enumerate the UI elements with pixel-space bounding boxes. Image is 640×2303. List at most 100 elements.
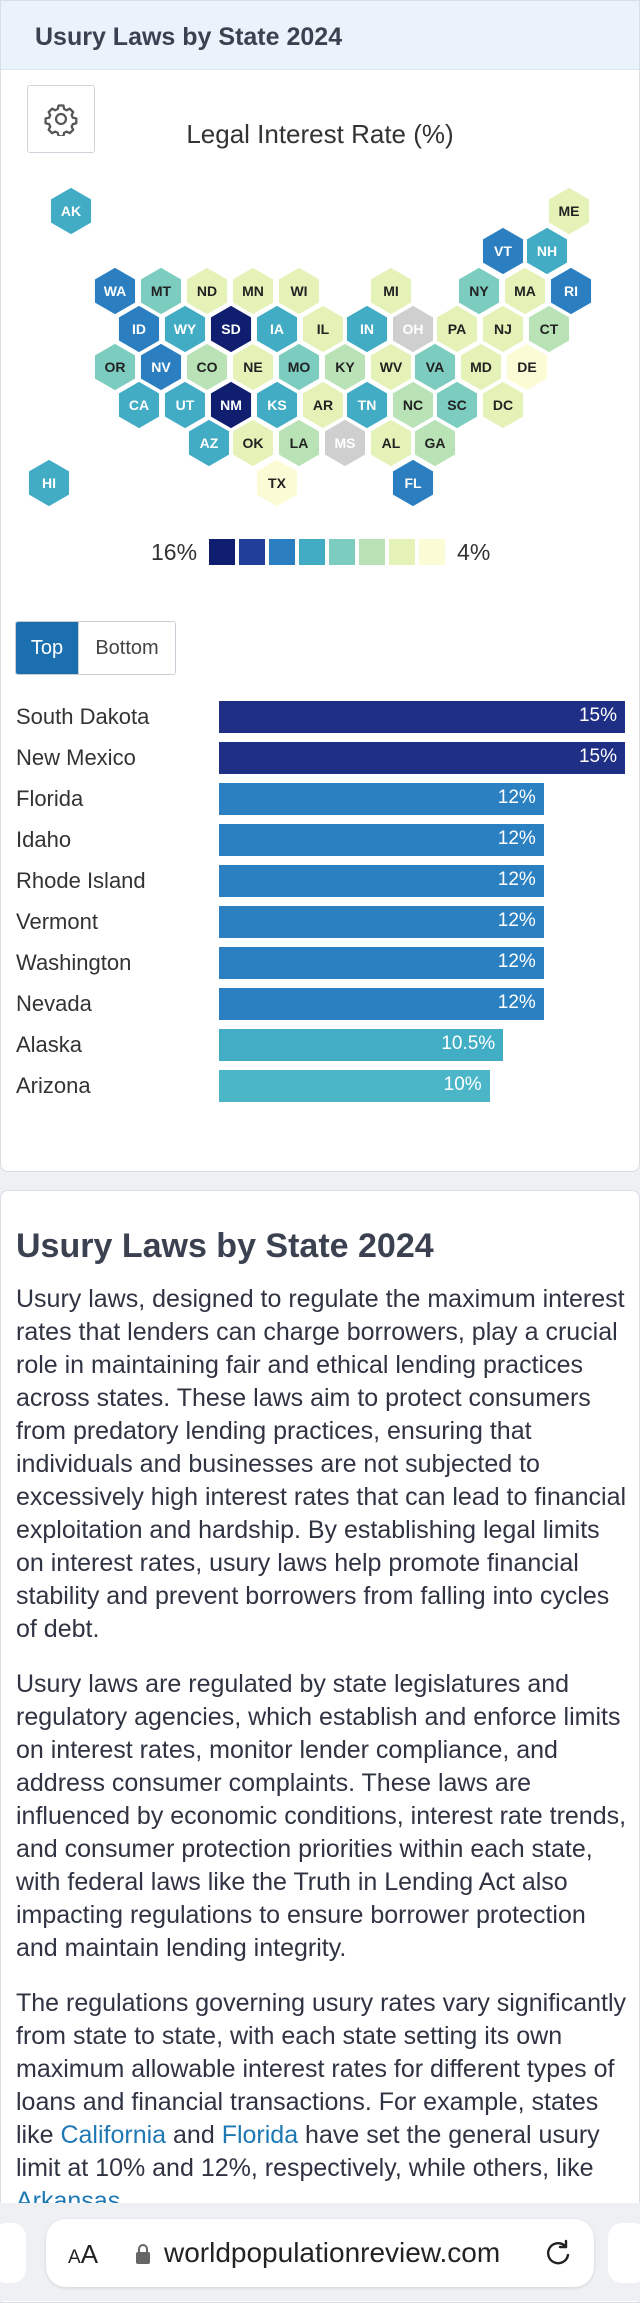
state-hex-wy[interactable]: WY [163, 304, 207, 354]
settings-button[interactable] [27, 85, 95, 153]
state-hex-ky[interactable]: KY [323, 342, 367, 392]
state-hex-ok[interactable]: OK [231, 418, 275, 468]
state-hex-az[interactable]: AZ [187, 418, 231, 468]
state-hex-nm[interactable]: NM [209, 380, 253, 430]
state-hex-ar[interactable]: AR [301, 380, 345, 430]
state-hex-oh[interactable]: OH [391, 304, 435, 354]
state-hex-ga[interactable]: GA [413, 418, 457, 468]
state-hex-ne[interactable]: NE [231, 342, 275, 392]
bar-row[interactable]: Nevada 12% [1, 985, 640, 1026]
state-hex-co[interactable]: CO [185, 342, 229, 392]
bar: 12% [219, 906, 544, 938]
link-california[interactable]: California [60, 2121, 167, 2149]
bar-value-label: 12% [497, 910, 536, 931]
paragraph-3-text-b: and [166, 2121, 222, 2149]
reload-icon[interactable] [542, 2237, 574, 2269]
state-label: NJ [494, 321, 512, 337]
state-label: AL [382, 435, 401, 451]
state-hex-mt[interactable]: MT [139, 266, 183, 316]
bar-row[interactable]: New Mexico 15% [1, 739, 640, 780]
state-hex-ut[interactable]: UT [163, 380, 207, 430]
state-hex-ct[interactable]: CT [527, 304, 571, 354]
state-hex-or[interactable]: OR [93, 342, 137, 392]
bar-row[interactable]: Washington 12% [1, 944, 640, 985]
state-label: MT [151, 283, 172, 299]
state-hex-nv[interactable]: NV [139, 342, 183, 392]
state-label: ID [132, 321, 146, 337]
bar-row[interactable]: Alaska 10.5% [1, 1026, 640, 1067]
state-hex-pa[interactable]: PA [435, 304, 479, 354]
address-bar[interactable]: AA worldpopulationreview.com [46, 2219, 594, 2287]
paragraph-2: Usury laws are regulated by state legisl… [16, 1670, 627, 1962]
state-hex-ri[interactable]: RI [549, 266, 593, 316]
state-hex-tn[interactable]: TN [345, 380, 389, 430]
state-hex-mo[interactable]: MO [277, 342, 321, 392]
paragraph-3-text-c: have set the general usury limit at 10% … [16, 2121, 600, 2182]
state-hex-ca[interactable]: CA [117, 380, 161, 430]
bar-row[interactable]: South Dakota 15% [1, 698, 640, 739]
next-tab-peek[interactable] [608, 2223, 640, 2283]
state-hex-nc[interactable]: NC [391, 380, 435, 430]
previous-tab-peek[interactable] [0, 2223, 26, 2283]
tab-top[interactable]: Top [16, 622, 78, 674]
state-hex-tx[interactable]: TX [255, 458, 299, 508]
state-hex-sd[interactable]: SD [209, 304, 253, 354]
bar-row[interactable]: Arizona 10% [1, 1067, 640, 1108]
state-hex-ma[interactable]: MA [503, 266, 547, 316]
state-label: NC [403, 397, 423, 413]
state-label: UT [176, 397, 195, 413]
state-hex-id[interactable]: ID [117, 304, 161, 354]
state-hex-ia[interactable]: IA [255, 304, 299, 354]
state-label: VT [494, 243, 512, 259]
state-hex-il[interactable]: IL [301, 304, 345, 354]
state-hex-ak[interactable]: AK [49, 186, 93, 236]
state-hex-dc[interactable]: DC [481, 380, 525, 430]
state-hex-wa[interactable]: WA [93, 266, 137, 316]
state-label: DC [493, 397, 513, 413]
bar-row[interactable]: Vermont 12% [1, 903, 640, 944]
state-hex-mn[interactable]: MN [231, 266, 275, 316]
state-hex-wv[interactable]: WV [369, 342, 413, 392]
tab-bottom[interactable]: Bottom [78, 622, 175, 674]
state-hex-me[interactable]: ME [547, 186, 591, 236]
bar-row[interactable]: Rhode Island 12% [1, 862, 640, 903]
bar-row[interactable]: Idaho 12% [1, 821, 640, 862]
state-hex-nd[interactable]: ND [185, 266, 229, 316]
state-hex-md[interactable]: MD [459, 342, 503, 392]
state-label: SD [221, 321, 240, 337]
state-hex-wi[interactable]: WI [277, 266, 321, 316]
text-size-button[interactable]: AA [68, 2239, 99, 2269]
link-florida[interactable]: Florida [221, 2121, 299, 2149]
article-body: Usury laws, designed to regulate the max… [16, 1283, 628, 2240]
state-hex-mi[interactable]: MI [369, 266, 413, 316]
state-label: MA [514, 283, 536, 299]
state-hex-ny[interactable]: NY [457, 266, 501, 316]
state-hex-nh[interactable]: NH [525, 226, 569, 276]
bar-value-label: 10% [443, 1074, 482, 1095]
bar-label: Alaska [16, 1032, 83, 1057]
state-label: TX [268, 475, 287, 491]
state-hex-vt[interactable]: VT [481, 226, 525, 276]
legend-swatch [329, 539, 356, 565]
state-hex-ks[interactable]: KS [255, 380, 299, 430]
state-label: SC [447, 397, 466, 413]
state-label: NH [537, 243, 557, 259]
state-label: AK [61, 203, 81, 219]
state-hex-hi[interactable]: HI [27, 458, 71, 508]
state-hex-de[interactable]: DE [505, 342, 549, 392]
state-label: AZ [200, 435, 219, 451]
state-hex-al[interactable]: AL [369, 418, 413, 468]
state-hex-in[interactable]: IN [345, 304, 389, 354]
state-hex-va[interactable]: VA [413, 342, 457, 392]
state-hex-nj[interactable]: NJ [481, 304, 525, 354]
state-hex-la[interactable]: LA [277, 418, 321, 468]
state-hex-ms[interactable]: MS [323, 418, 367, 468]
bar-row[interactable]: Florida 12% [1, 780, 640, 821]
paragraph-1: Usury laws, designed to regulate the max… [16, 1285, 627, 1643]
bar: 12% [219, 783, 544, 815]
map-title: Legal Interest Rate (%) [186, 119, 454, 149]
state-hex-fl[interactable]: FL [391, 458, 435, 508]
state-hex-sc[interactable]: SC [435, 380, 479, 430]
state-label: MO [288, 359, 311, 375]
state-label: IL [317, 321, 330, 337]
